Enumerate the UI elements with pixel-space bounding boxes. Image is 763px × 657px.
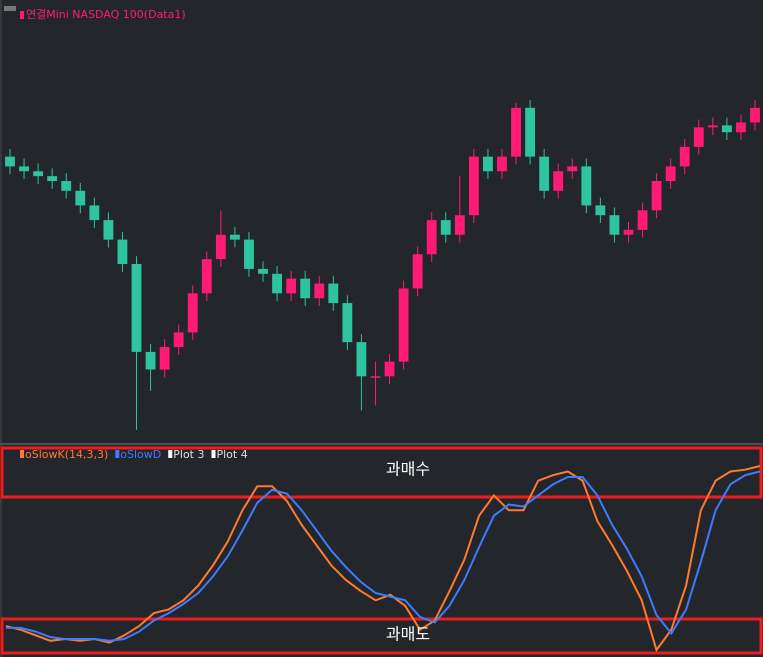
- candle-body: [159, 347, 170, 370]
- candle-body: [89, 205, 100, 221]
- candle-body: [679, 146, 690, 167]
- candle-body: [721, 125, 732, 133]
- candle-body: [33, 171, 44, 177]
- legend-marker: [115, 450, 120, 458]
- candle-body: [314, 283, 325, 299]
- legend: oSlowK(14,3,3) oSlowD Plot 3 Plot 4: [20, 448, 248, 461]
- candle-body: [693, 127, 704, 147]
- candle-body: [426, 220, 437, 255]
- zone-label: 과매수: [386, 460, 430, 479]
- candle-body: [145, 351, 156, 370]
- legend-label: oSlowD: [120, 448, 161, 461]
- candle-body: [75, 190, 86, 206]
- candle-body: [286, 278, 297, 294]
- legend-marker: [20, 450, 24, 458]
- candle-body: [258, 268, 268, 274]
- candle-body: [511, 107, 521, 157]
- candle-body: [398, 288, 409, 362]
- candle-body: [750, 107, 760, 123]
- legend-label: Plot 3: [173, 448, 204, 461]
- candle-body: [61, 181, 72, 191]
- candle-body: [609, 215, 620, 235]
- candle-body: [47, 176, 58, 182]
- candle-body: [384, 361, 395, 377]
- candle-body: [454, 215, 465, 235]
- candle-body: [356, 342, 367, 377]
- candle-body: [131, 264, 142, 352]
- title-marker: [20, 11, 24, 19]
- stoch-line: [6, 470, 761, 642]
- candle-body: [244, 239, 254, 269]
- stoch-line: [5, 465, 761, 653]
- legend-marker: [168, 450, 173, 458]
- candle-body: [581, 166, 592, 206]
- candle-body: [342, 303, 353, 343]
- candle-body: [117, 239, 128, 265]
- candle-body: [497, 156, 507, 172]
- candle-body: [539, 156, 550, 191]
- candle-body: [5, 156, 15, 167]
- legend-label: oSlowK(14,3,3): [25, 448, 108, 461]
- panel-icon: [4, 6, 16, 11]
- chart-title: 연결Mini NASDAQ 100(Data1): [26, 8, 186, 21]
- zone-label: 과매도: [386, 625, 430, 644]
- candle-body: [173, 332, 184, 348]
- legend-label: Plot 4: [216, 448, 247, 461]
- candle-body: [483, 156, 493, 172]
- candle-body: [637, 210, 648, 230]
- legend-marker: [211, 450, 216, 458]
- candle-body: [553, 171, 564, 191]
- candle-body: [412, 254, 423, 289]
- candle-body: [736, 122, 746, 133]
- candle-body: [567, 166, 578, 172]
- candle-body: [103, 220, 114, 240]
- candle-body: [440, 220, 451, 235]
- candle-body: [623, 229, 634, 235]
- candle-body: [370, 376, 381, 378]
- overbought-box: [0, 446, 763, 499]
- candle-body: [300, 278, 311, 299]
- candle-body: [328, 283, 339, 304]
- candle-body: [665, 166, 676, 182]
- candle-body: [19, 166, 29, 172]
- candle-body: [201, 259, 212, 294]
- candle-body: [525, 107, 536, 157]
- candle-body: [468, 156, 479, 216]
- candle-body: [595, 205, 606, 216]
- candle-body: [651, 181, 662, 211]
- candle-body: [229, 234, 240, 240]
- candle-body: [707, 125, 718, 128]
- candle-body: [187, 293, 198, 333]
- oversold-box: [0, 617, 763, 655]
- candle-body: [215, 234, 226, 260]
- candle-body: [272, 273, 282, 294]
